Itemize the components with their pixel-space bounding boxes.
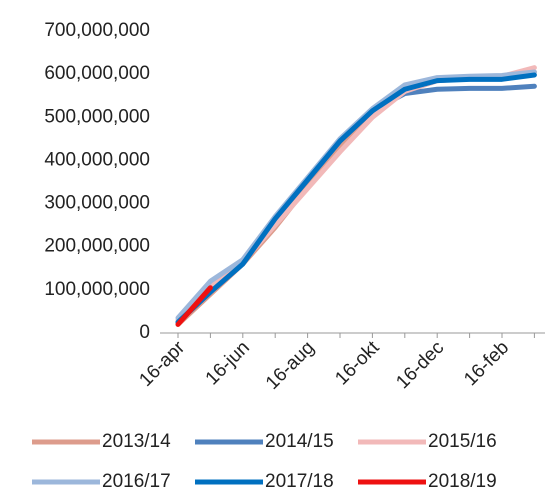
- x-tick-label: 16-okt: [331, 337, 384, 390]
- series-line: [175, 69, 537, 327]
- legend-label: 2013/14: [102, 431, 171, 452]
- series-line: [175, 72, 537, 325]
- y-tick-label: 300,000,000: [44, 193, 150, 214]
- y-tick-label: 600,000,000: [44, 63, 150, 84]
- y-tick-label: 0: [139, 322, 150, 343]
- x-tick-label: 16-jun: [202, 337, 254, 389]
- legend-label: 2016/17: [102, 471, 171, 492]
- legend-label: 2014/15: [265, 431, 334, 452]
- x-tick-label: 16-apr: [135, 337, 189, 391]
- x-tick-label: 16-aug: [262, 337, 319, 394]
- y-tick-label: 100,000,000: [44, 279, 150, 300]
- y-tick-label: 400,000,000: [44, 149, 150, 170]
- legend-label: 2018/19: [428, 471, 497, 492]
- legend-label: 2015/16: [428, 431, 497, 452]
- series-line: [175, 65, 537, 323]
- y-tick-label: 500,000,000: [44, 106, 150, 127]
- legend-label: 2017/18: [265, 471, 334, 492]
- y-tick-label: 200,000,000: [44, 236, 150, 257]
- y-tick-label: 700,000,000: [44, 20, 150, 41]
- x-tick-label: 16-dec: [392, 337, 448, 393]
- x-tick-label: 16-feb: [460, 337, 513, 390]
- series-line: [175, 285, 213, 327]
- series-line: [175, 69, 537, 321]
